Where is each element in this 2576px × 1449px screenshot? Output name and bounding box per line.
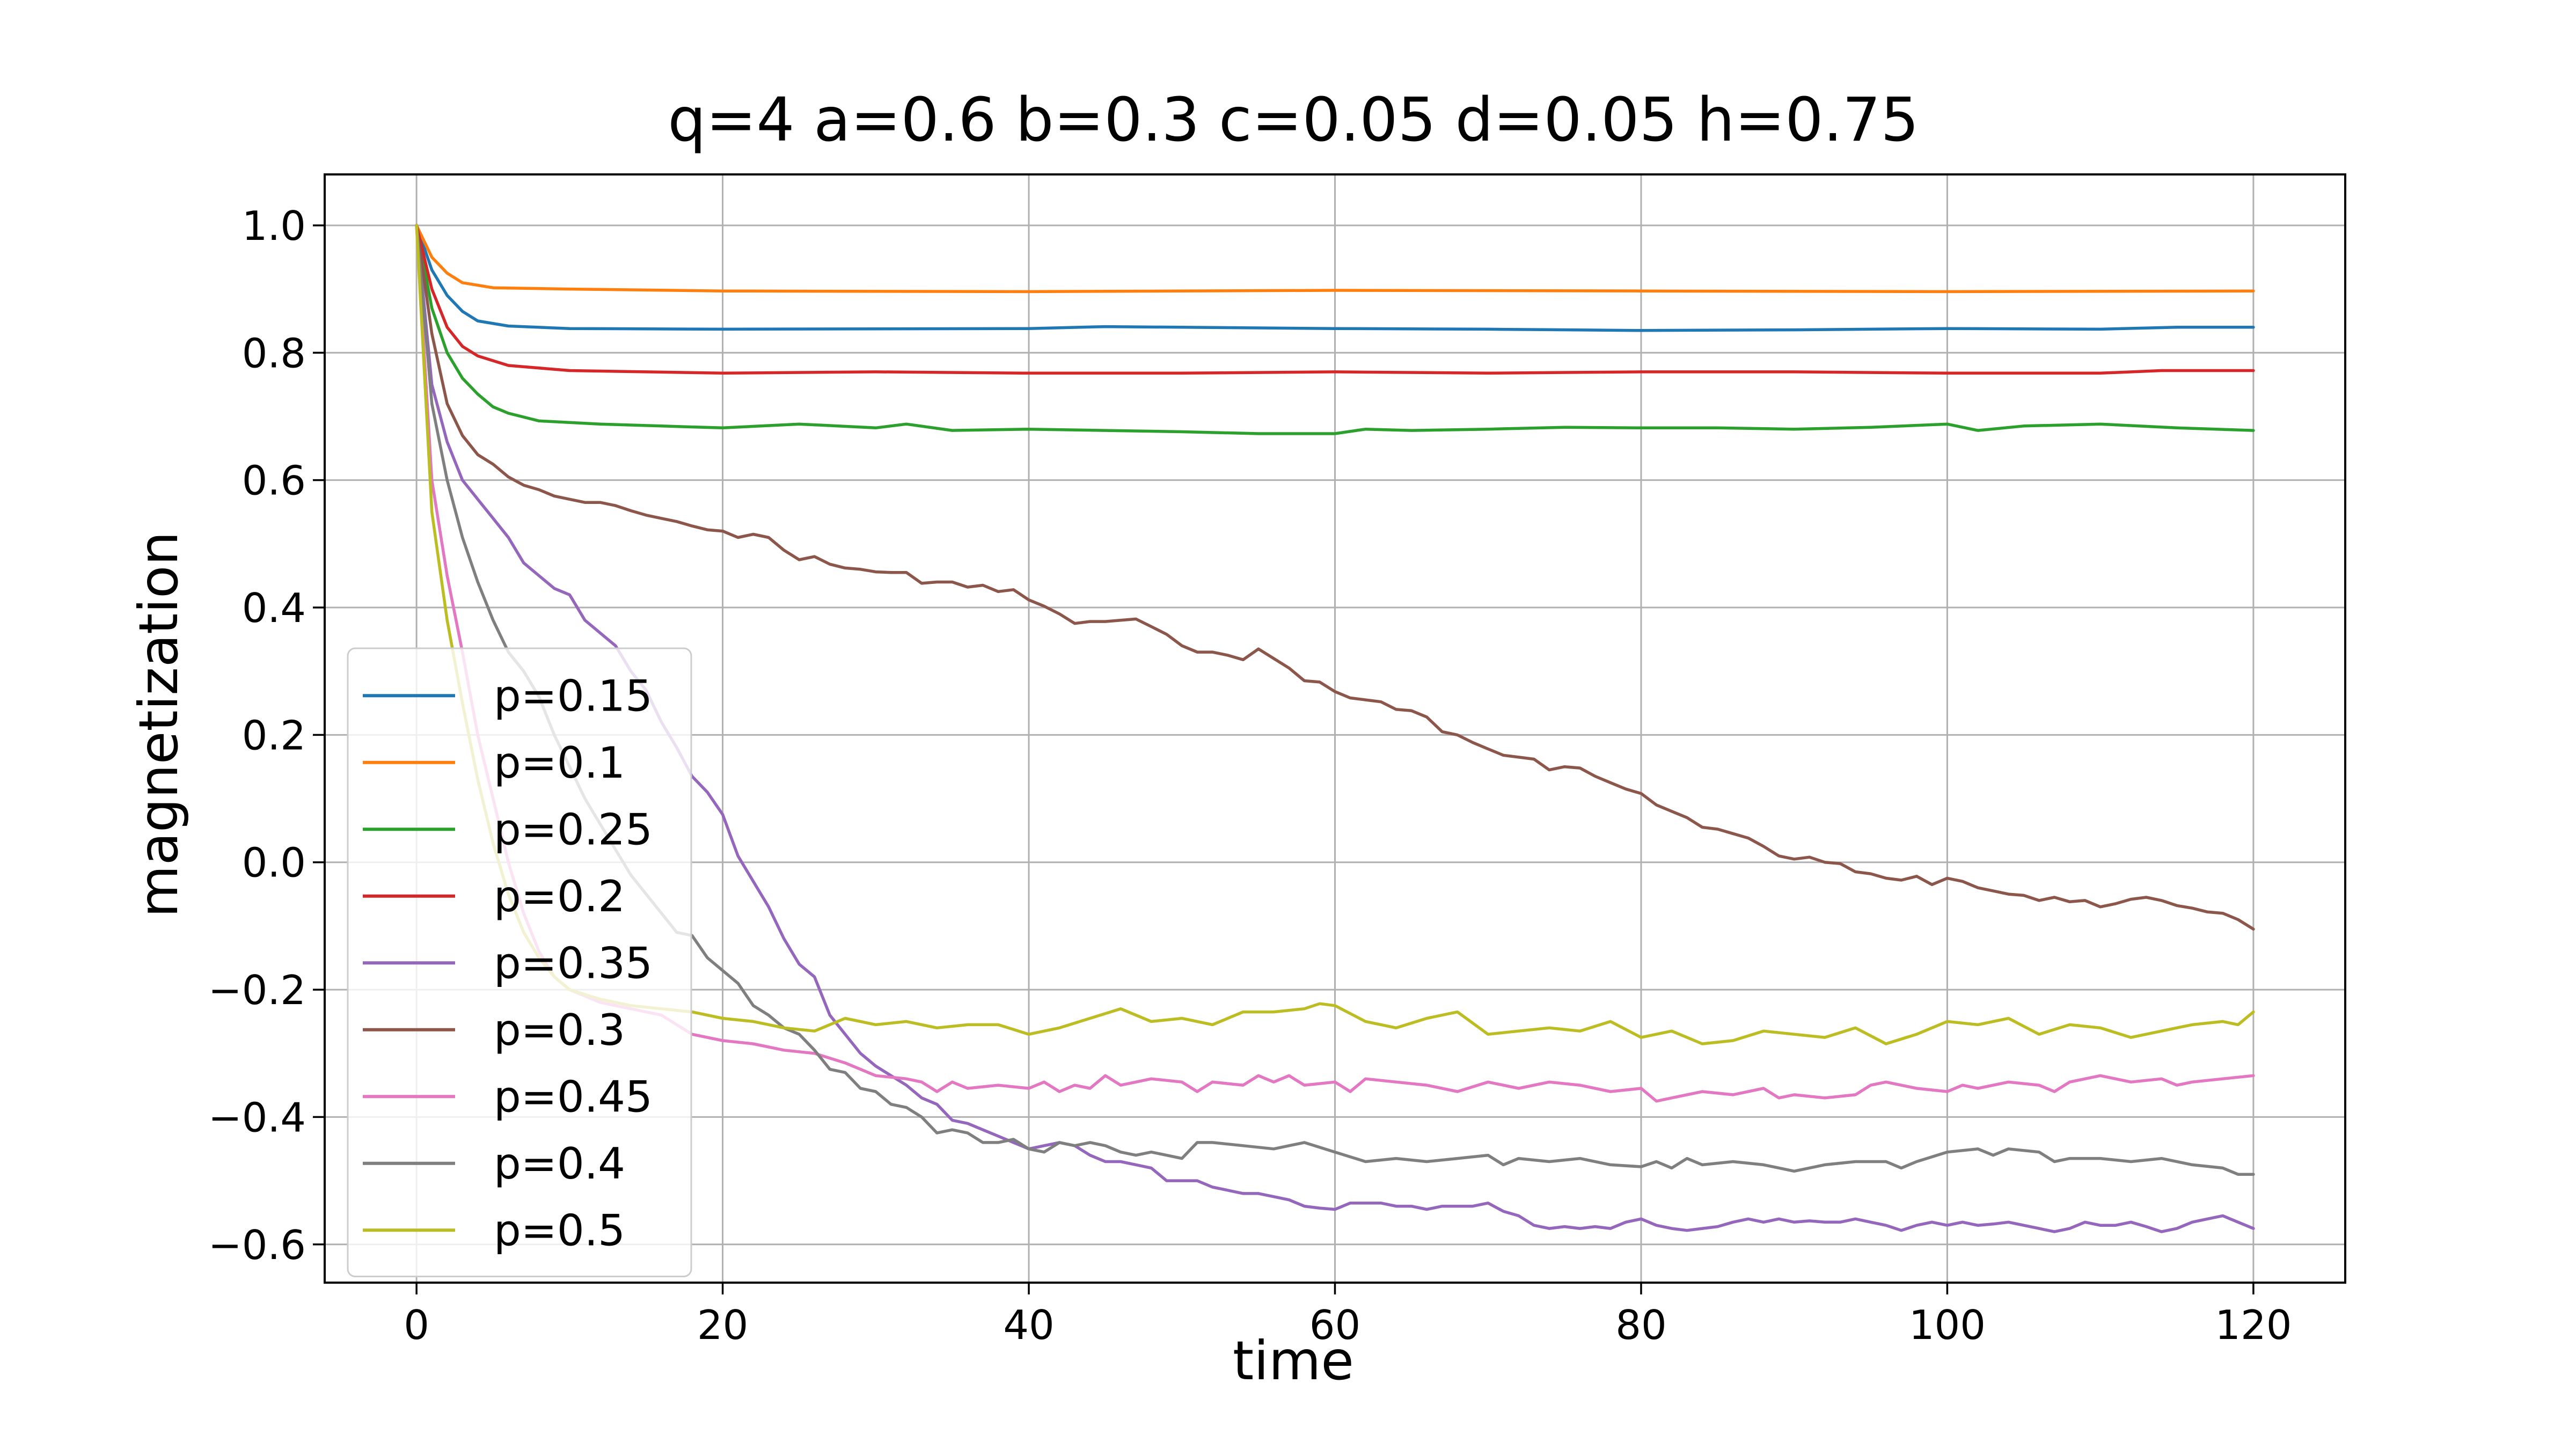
y-tick-label: 0.6 xyxy=(242,457,306,504)
y-tick-label: 0.0 xyxy=(242,839,306,887)
legend-label: p=0.15 xyxy=(494,671,653,721)
legend-label: p=0.5 xyxy=(494,1205,625,1255)
y-tick-label: 0.4 xyxy=(242,584,306,632)
series-line-p=0.3 xyxy=(415,224,2255,931)
legend-label: p=0.3 xyxy=(494,1005,625,1055)
x-axis-ticks: 0 20 40 60 80 100 120 xyxy=(404,1283,2292,1349)
y-tick-label: 1.0 xyxy=(242,202,306,250)
x-tick-label: 60 xyxy=(1309,1301,1360,1349)
y-axis-label: magnetization xyxy=(127,531,190,917)
legend-label: p=0.25 xyxy=(494,804,653,854)
x-tick-label: 0 xyxy=(404,1301,429,1349)
y-tick-label: −0.6 xyxy=(208,1221,306,1269)
y-axis-ticks: 1.0 0.8 0.6 0.4 0.2 0.0 −0.2 −0.4 −0.6 xyxy=(208,202,325,1269)
x-tick-label: 120 xyxy=(2215,1301,2292,1349)
x-tick-label: 100 xyxy=(1909,1301,1986,1349)
series-line-p=0.15 xyxy=(415,224,2255,332)
legend-label: p=0.4 xyxy=(494,1139,625,1189)
x-tick-label: 80 xyxy=(1615,1301,1666,1349)
legend-label: p=0.2 xyxy=(494,872,625,921)
x-axis-label: time xyxy=(1233,1329,1354,1392)
legend-box xyxy=(347,647,692,1277)
x-tick-label: 40 xyxy=(1003,1301,1054,1349)
legend-label: p=0.35 xyxy=(494,938,653,988)
legend-label: p=0.1 xyxy=(494,738,625,788)
grid-lines xyxy=(325,174,2345,1283)
series-line-p=0.1 xyxy=(415,224,2255,294)
y-tick-label: 0.2 xyxy=(242,712,306,759)
y-tick-label: −0.4 xyxy=(208,1094,306,1141)
y-tick-label: 0.8 xyxy=(242,330,306,377)
legend: p=0.15 p=0.1 p=0.25 p=0.2 p=0.35 p=0.3 p=0.45 p… xyxy=(347,647,692,1277)
series-line-p=0.35 xyxy=(415,224,2255,1233)
y-tick-label: −0.2 xyxy=(208,967,306,1014)
legend-label: p=0.45 xyxy=(494,1072,653,1122)
series-line-p=0.25 xyxy=(415,224,2255,435)
series-line-p=0.2 xyxy=(415,224,2255,375)
x-tick-label: 20 xyxy=(697,1301,748,1349)
chart-title: q=4 a=0.6 b=0.3 c=0.05 d=0.05 h=0.75 xyxy=(668,85,1919,155)
